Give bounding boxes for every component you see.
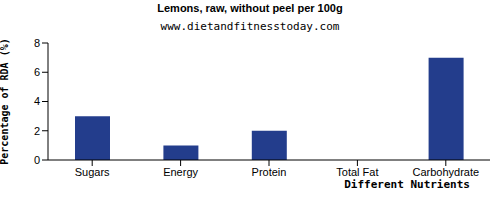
svg-text:Protein: Protein xyxy=(252,166,287,178)
svg-text:Total Fat: Total Fat xyxy=(336,166,378,178)
html-text:Different Nutrients: Different Nutrients xyxy=(344,178,470,191)
svg-text:Percentage of RDA (%): Percentage of RDA (%) xyxy=(8,38,10,164)
html-text:Lemons, raw, without peel per: Lemons, raw, without peel per 100g xyxy=(157,2,343,14)
svg-text:Energy: Energy xyxy=(163,166,198,178)
svg-text:8: 8 xyxy=(34,37,40,49)
svg-text:6: 6 xyxy=(34,66,40,78)
svg-text:2: 2 xyxy=(34,125,40,137)
html-text:www.dietandfitnesstoday.com: www.dietandfitnesstoday.com xyxy=(160,20,340,33)
svg-text:Carbohydrate: Carbohydrate xyxy=(412,166,479,178)
svg-text:0: 0 xyxy=(34,154,40,166)
svg-text:Sugars: Sugars xyxy=(75,166,110,178)
svg-text:4: 4 xyxy=(34,95,40,107)
